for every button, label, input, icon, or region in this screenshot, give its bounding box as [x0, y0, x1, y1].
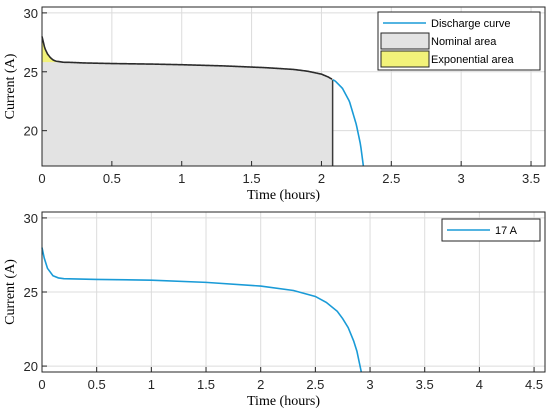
nominal-area: [42, 36, 333, 166]
x-tick-label: 1: [178, 171, 185, 186]
legend-box: [441, 218, 541, 242]
legend-entry-label: Discharge curve: [431, 18, 510, 30]
x-axis-label: Time (hours): [247, 188, 320, 203]
series-line-discharge-curve: [332, 78, 365, 167]
series-line-17a: [41, 247, 363, 373]
x-tick-label: 0: [38, 171, 45, 186]
y-tick-label: 25: [24, 65, 38, 80]
y-tick-label: 30: [24, 211, 38, 226]
x-tick-label: 0.5: [88, 377, 106, 392]
x-tick-label: 2.5: [382, 171, 400, 186]
exponential-area: [42, 36, 63, 63]
x-tick-label: 1: [148, 377, 155, 392]
x-tick-label: 2.5: [306, 377, 324, 392]
x-tick-label: 3: [366, 377, 373, 392]
x-tick-label: 0.5: [103, 171, 121, 186]
x-tick-label: 4: [476, 377, 483, 392]
x-tick-label: 3.5: [416, 377, 434, 392]
x-axis-label: Time (hours): [247, 394, 320, 409]
y-tick-label: 30: [24, 6, 38, 21]
x-tick-label: 3: [458, 171, 465, 186]
legend-entry-label: Nominal area: [431, 36, 497, 48]
series-line-nominal: [41, 36, 333, 80]
legend-swatch-patch: [380, 50, 430, 68]
chart-discharge-nominal: 0 0.5 1 1.5 2 2.5 3 3.5 20 25 30 Time (hours) Curren…: [3, 6, 546, 203]
legend: Discharge curve Nominal area Exponential a…: [377, 11, 541, 71]
x-tick-label: 2: [257, 377, 264, 392]
y-tick-label: 25: [24, 285, 38, 300]
x-tick-label: 0: [38, 377, 45, 392]
legend-entry-label: Exponential area: [431, 54, 514, 66]
y-tick-label: 20: [24, 359, 38, 374]
x-tick-label: 3.5: [522, 171, 540, 186]
chart-discharge-17a: 0 0.5 1 1.5 2 2.5 3 3.5 4 4.5 20 25 30 Time (hours) Cu…: [3, 211, 546, 409]
y-axis-label: Current (A): [3, 259, 18, 325]
y-tick-label: 20: [24, 124, 38, 139]
y-axis-label: Current (A): [3, 53, 18, 119]
legend-entry-label: 17 A: [495, 225, 518, 237]
x-tick-label: 2: [318, 171, 325, 186]
axes-frame: [41, 6, 546, 167]
x-tick-label: 1.5: [243, 171, 261, 186]
legend-swatch-patch: [380, 32, 430, 50]
x-tick-label: 1.5: [197, 377, 215, 392]
legend: 17 A: [441, 218, 541, 242]
x-tick-label: 4.5: [525, 377, 543, 392]
